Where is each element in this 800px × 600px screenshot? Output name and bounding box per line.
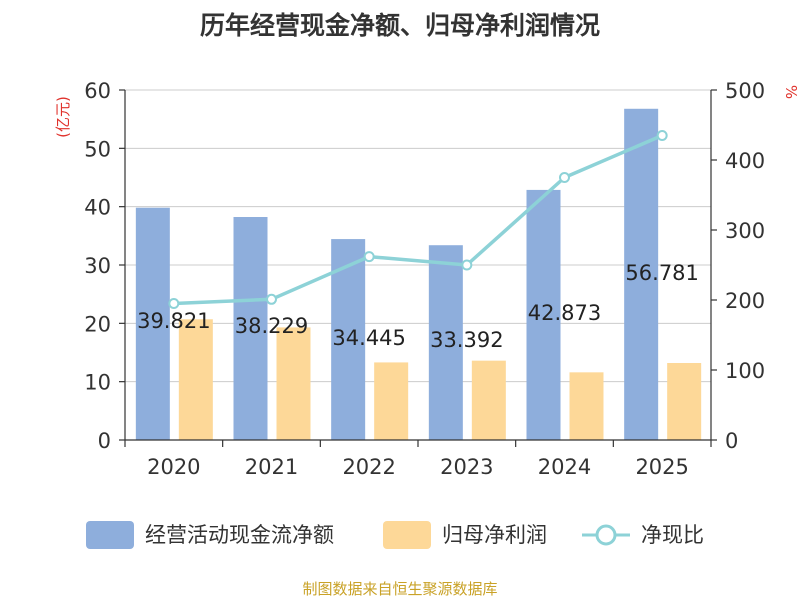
bar-net-profit-2022 — [374, 362, 409, 440]
ratio-point-2025 — [656, 130, 668, 141]
ratio-line — [168, 130, 668, 309]
right-axis-tick-label: 500 — [725, 79, 765, 103]
chart-title: 历年经营现金净额、归母净利润情况 — [200, 11, 600, 40]
data-label-cashflow-2020: 39.821 — [137, 309, 210, 333]
x-axis-tick-label: 2023 — [440, 455, 493, 479]
right-axis-tick-label: 100 — [725, 359, 765, 383]
x-axis-tick-label: 2020 — [147, 455, 200, 479]
legend-swatch-net-profit — [383, 521, 431, 549]
ratio-point-2023 — [461, 259, 473, 271]
bar-cashflow-2025 — [624, 108, 659, 440]
bar-net-profit-2021 — [276, 327, 311, 440]
axes: 0 10 20 30 40 50 60 0 100 200 300 400 500 2020 2021 202… — [84, 79, 765, 479]
x-axis-tick-label: 2022 — [342, 455, 395, 479]
ratio-point-2021 — [266, 293, 277, 305]
legend: 经营活动现金流净额 归母净利润 净现比 — [86, 521, 704, 549]
source-footer: 制图数据来自恒生聚源数据库 — [302, 580, 498, 598]
legend-label-net-profit: 归母净利润 — [442, 523, 547, 547]
left-axis-tick-label: 10 — [84, 371, 111, 395]
bar-net-profit-2023 — [471, 360, 506, 440]
right-axis-tick-label: 200 — [725, 289, 765, 313]
right-axis-tick-label: 300 — [725, 219, 765, 243]
legend-swatch-cashflow — [86, 521, 134, 549]
data-labels: 39.821 38.229 34.445 33.392 42.873 56.781 — [137, 261, 699, 352]
ratio-series-line — [173, 133, 663, 306]
grid-lines — [125, 89, 711, 383]
ratio-point-2020 — [168, 298, 180, 309]
x-axis-tick-label: 2025 — [635, 455, 688, 479]
data-label-cashflow-2025: 56.781 — [625, 261, 698, 285]
legend-label-ratio: 净现比 — [641, 523, 704, 547]
right-axis-tick-label: 0 — [725, 429, 738, 453]
x-axis-tick-label: 2024 — [538, 455, 591, 479]
data-label-cashflow-2021: 38.229 — [235, 314, 308, 338]
legend-item-net-profit[interactable]: 归母净利润 — [383, 521, 547, 549]
legend-swatch-ratio-marker — [595, 524, 617, 546]
left-axis-tick-label: 50 — [84, 137, 111, 161]
data-label-cashflow-2022: 34.445 — [332, 326, 405, 350]
legend-item-ratio[interactable]: 净现比 — [582, 523, 704, 547]
bar-cashflow-2021 — [233, 216, 268, 440]
left-axis-tick-label: 60 — [84, 79, 111, 103]
left-axis-tick-label: 20 — [84, 312, 111, 336]
data-label-cashflow-2024: 42.873 — [528, 301, 601, 325]
right-axis-tick-label: 400 — [725, 149, 765, 173]
legend-label-cashflow: 经营活动现金流净额 — [145, 523, 334, 547]
bar-cashflow-2020 — [135, 207, 170, 440]
ratio-point-2022 — [363, 251, 375, 263]
data-label-cashflow-2023: 33.392 — [430, 328, 503, 352]
bar-cashflow-2024 — [526, 189, 561, 440]
left-axis-title: (亿元) — [54, 96, 72, 138]
bar-net-profit-2020 — [178, 319, 213, 440]
bar-net-profit-2024 — [569, 372, 604, 440]
bars — [135, 108, 702, 440]
bar-net-profit-2025 — [667, 363, 702, 440]
legend-item-cashflow[interactable]: 经营活动现金流净额 — [86, 521, 334, 549]
left-axis-tick-label: 0 — [98, 429, 111, 453]
ratio-point-2024 — [559, 172, 570, 183]
x-axis-tick-label: 2021 — [245, 455, 298, 479]
left-axis-tick-label: 30 — [84, 254, 111, 278]
bar-cashflow-2023 — [428, 245, 463, 440]
right-axis-title: % — [782, 85, 800, 99]
left-axis-tick-label: 40 — [84, 196, 111, 220]
